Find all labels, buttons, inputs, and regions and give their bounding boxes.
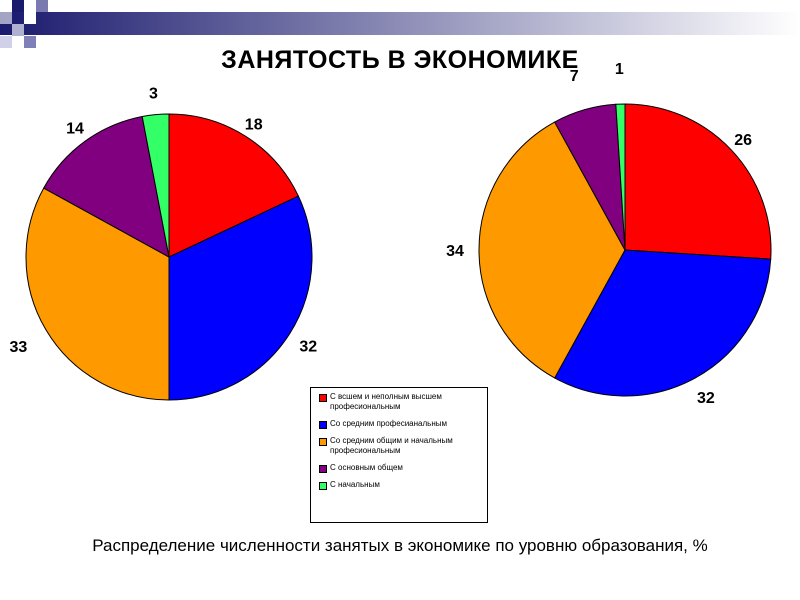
pie-slice [43,115,170,258]
legend-item: С начальным [319,480,481,490]
slide-title: ЗАНЯТОСТЬ В ЭКОНОМИКЕ [221,46,579,74]
data-label: 14 [66,121,84,138]
legend-item: С основным общем [319,463,481,473]
data-label: 26 [734,132,752,149]
pie-slice [553,249,772,397]
legend-label: С основным общем [330,463,403,472]
legend-swatch [319,421,327,429]
deco-square [0,36,12,48]
pie-slice [615,103,626,251]
legend-item: Со средним общим и начальным професионал… [319,436,481,456]
deco-square [36,0,48,12]
data-label: 33 [10,339,28,356]
pie-slice [141,113,170,258]
legend-label: С начальным [330,480,380,489]
data-label: 18 [245,117,263,134]
pie-slice [478,121,626,379]
deco-square [24,12,36,24]
pie-slice [25,187,170,401]
legend-label: Со средним професианальным [330,419,447,428]
deco-square [0,12,12,24]
legend-swatch [319,438,327,446]
legend-label: Со средним общим и начальным професионал… [330,436,453,455]
deco-square [12,0,24,12]
chart-legend: С всшем и неполным высшем професиональны… [310,387,488,523]
pie-slice [168,113,300,258]
chart-caption: Распределение численности занятых в экон… [92,536,708,555]
legend-swatch [319,482,327,490]
data-label: 32 [697,390,715,407]
data-label: 7 [570,68,579,85]
pie-slice [168,195,313,401]
pie-chart-left: 18 32 33 14 3 [10,86,317,401]
legend-label: С всшем и неполным высшем професиональны… [330,392,442,411]
data-label: 3 [149,86,158,103]
pie-slice [624,103,772,260]
legend-item: Со средним професианальным [319,419,481,429]
pie-chart-right: 26 32 34 7 1 [446,61,772,407]
deco-square [12,24,24,36]
data-label: 1 [615,61,624,78]
legend-item: С всшем и неполным высшем професиональны… [319,392,481,412]
deco-square [24,36,36,48]
data-label: 34 [446,243,464,260]
header-decoration [0,0,800,48]
legend-swatch [319,394,327,402]
data-label: 32 [299,338,317,355]
legend-swatch [319,465,327,473]
